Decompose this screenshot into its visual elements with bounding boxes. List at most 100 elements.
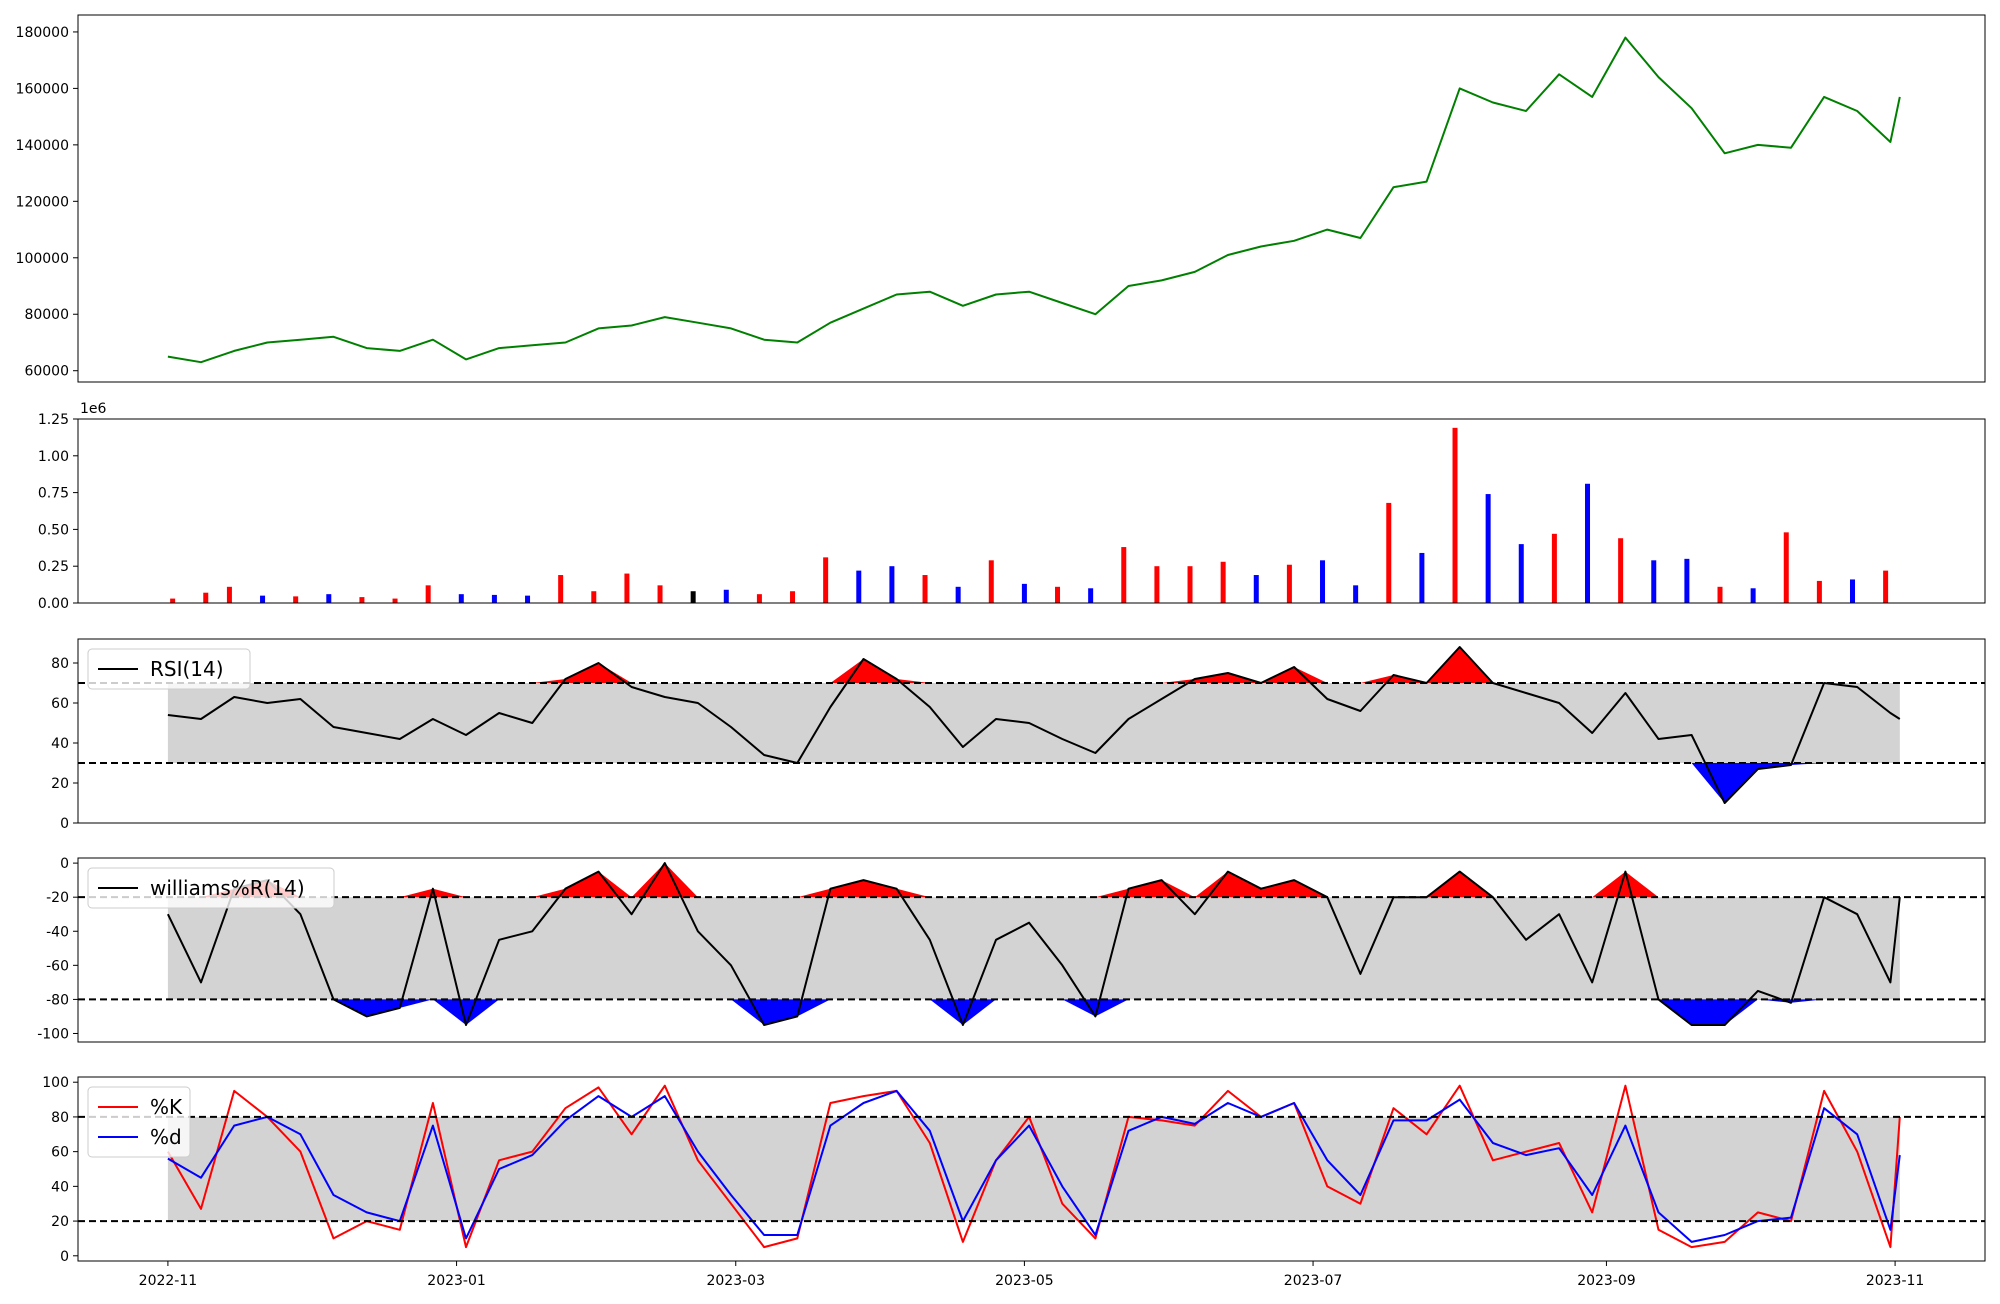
price-y-tick-label: 100000 bbox=[16, 251, 69, 267]
williams-y-tick-label: -60 bbox=[46, 958, 69, 974]
volume-y-tick-label: 1.25 bbox=[38, 412, 69, 428]
rsi-y-tick-label: 40 bbox=[51, 736, 69, 752]
volume-bar bbox=[1154, 566, 1160, 603]
volume-bar bbox=[1816, 580, 1822, 603]
volume-bar bbox=[359, 597, 365, 603]
volume-bar bbox=[425, 585, 431, 603]
x-tick-label: 2023-01 bbox=[427, 1273, 486, 1289]
x-tick-label: 2023-09 bbox=[1577, 1273, 1636, 1289]
volume-bar bbox=[988, 560, 994, 603]
volume-y-tick-label: 1.00 bbox=[38, 449, 69, 465]
price-line bbox=[167, 36, 1901, 364]
volume-panel-frame bbox=[77, 418, 1986, 604]
volume-bar bbox=[491, 594, 497, 603]
price-panel-frame bbox=[77, 14, 1986, 383]
williams-legend-box bbox=[87, 867, 335, 909]
volume-bar bbox=[723, 589, 729, 603]
volume-y-tick-label: 0.25 bbox=[38, 559, 69, 575]
volume-bar bbox=[293, 596, 299, 603]
stochastic-y-tick-label: 40 bbox=[51, 1179, 69, 1195]
stochastic-legend-box bbox=[87, 1086, 191, 1158]
volume-bar bbox=[955, 586, 961, 603]
volume-bar bbox=[203, 592, 209, 603]
williams-y-tick-label: -40 bbox=[46, 924, 69, 940]
volume-bar bbox=[889, 566, 895, 603]
volume-bar bbox=[1353, 585, 1359, 603]
volume-bar bbox=[1883, 570, 1889, 603]
volume-bar bbox=[657, 585, 663, 603]
price-y-tick-label: 60000 bbox=[24, 364, 69, 380]
volume-bar bbox=[226, 586, 232, 603]
volume-y-tick-label: 0.75 bbox=[38, 486, 69, 502]
stochastic-d-line bbox=[167, 1089, 1901, 1243]
rsi-band bbox=[167, 683, 1900, 763]
volume-bar bbox=[1021, 583, 1027, 603]
x-tick-label: 2023-07 bbox=[1284, 1273, 1343, 1289]
volume-bar bbox=[790, 591, 796, 603]
rsi-panel-frame bbox=[77, 638, 1986, 824]
volume-bar bbox=[1750, 588, 1756, 603]
volume-bar bbox=[1717, 586, 1723, 603]
williams-line bbox=[167, 862, 1901, 1026]
price-y-tick-label: 140000 bbox=[16, 138, 69, 154]
rsi-legend-box bbox=[87, 648, 251, 690]
volume-bar bbox=[1518, 544, 1524, 603]
volume-bar bbox=[1253, 575, 1259, 603]
volume-bar bbox=[856, 570, 862, 603]
stochastic-y-tick-label: 100 bbox=[42, 1075, 69, 1091]
volume-bar bbox=[591, 591, 597, 603]
williams-y-tick-label: -80 bbox=[46, 992, 69, 1008]
price-y-tick-label: 120000 bbox=[16, 194, 69, 210]
volume-bar bbox=[458, 594, 464, 603]
volume-bar bbox=[1320, 560, 1326, 603]
rsi-y-tick-label: 60 bbox=[51, 696, 69, 712]
stochastic-legend-label: %d bbox=[150, 1125, 182, 1149]
rsi-y-tick-label: 20 bbox=[51, 776, 69, 792]
stochastic-y-tick-label: 60 bbox=[51, 1145, 69, 1161]
williams-legend-label: williams%R(14) bbox=[150, 876, 305, 900]
volume-bar bbox=[525, 595, 531, 603]
volume-bar bbox=[1088, 588, 1094, 603]
volume-bar bbox=[1485, 494, 1491, 603]
x-tick-label: 2023-11 bbox=[1866, 1273, 1925, 1289]
volume-bar bbox=[1585, 483, 1591, 603]
stochastic-y-tick-label: 20 bbox=[51, 1214, 69, 1230]
volume-bar bbox=[1452, 427, 1458, 603]
volume-bar bbox=[1783, 532, 1789, 603]
stochastic-y-tick-label: 80 bbox=[51, 1110, 69, 1126]
williams-y-tick-label: -100 bbox=[37, 1026, 69, 1042]
volume-y-tick-label: 0.50 bbox=[38, 522, 69, 538]
williams-oversold-fill bbox=[167, 999, 1900, 1025]
volume-bar bbox=[690, 591, 696, 603]
volume-y-tick-label: 0.00 bbox=[38, 596, 69, 612]
volume-bar bbox=[624, 573, 630, 603]
volume-bar bbox=[1386, 502, 1392, 603]
williams-y-tick-label: 0 bbox=[60, 856, 69, 872]
rsi-y-tick-label: 80 bbox=[51, 656, 69, 672]
volume-bar bbox=[558, 575, 564, 603]
x-tick-label: 2023-05 bbox=[995, 1273, 1054, 1289]
volume-bar bbox=[1850, 579, 1856, 603]
x-tick-label: 2023-03 bbox=[706, 1273, 765, 1289]
volume-offset-label: 1e6 bbox=[80, 401, 107, 417]
volume-bar bbox=[1551, 533, 1557, 603]
rsi-overbought-fill bbox=[167, 647, 1900, 683]
volume-bar bbox=[260, 595, 266, 603]
volume-bar bbox=[1055, 586, 1061, 603]
rsi-line bbox=[167, 646, 1901, 804]
volume-bar bbox=[392, 598, 398, 603]
rsi-oversold-fill bbox=[167, 763, 1900, 803]
stochastic-y-tick-label: 0 bbox=[60, 1249, 69, 1265]
volume-bar bbox=[1286, 564, 1292, 603]
stochastic-panel-frame bbox=[77, 1076, 1986, 1262]
williams-y-tick-label: -20 bbox=[46, 890, 69, 906]
x-tick-label: 2022-11 bbox=[139, 1273, 198, 1289]
volume-bar bbox=[1220, 561, 1226, 603]
volume-bar bbox=[1684, 558, 1690, 603]
stochastic-legend-label: %K bbox=[150, 1095, 183, 1119]
volume-bar bbox=[1651, 560, 1657, 603]
volume-bar bbox=[1121, 547, 1127, 603]
volume-bar bbox=[1187, 566, 1193, 603]
williams-overbought-fill bbox=[167, 863, 1900, 898]
